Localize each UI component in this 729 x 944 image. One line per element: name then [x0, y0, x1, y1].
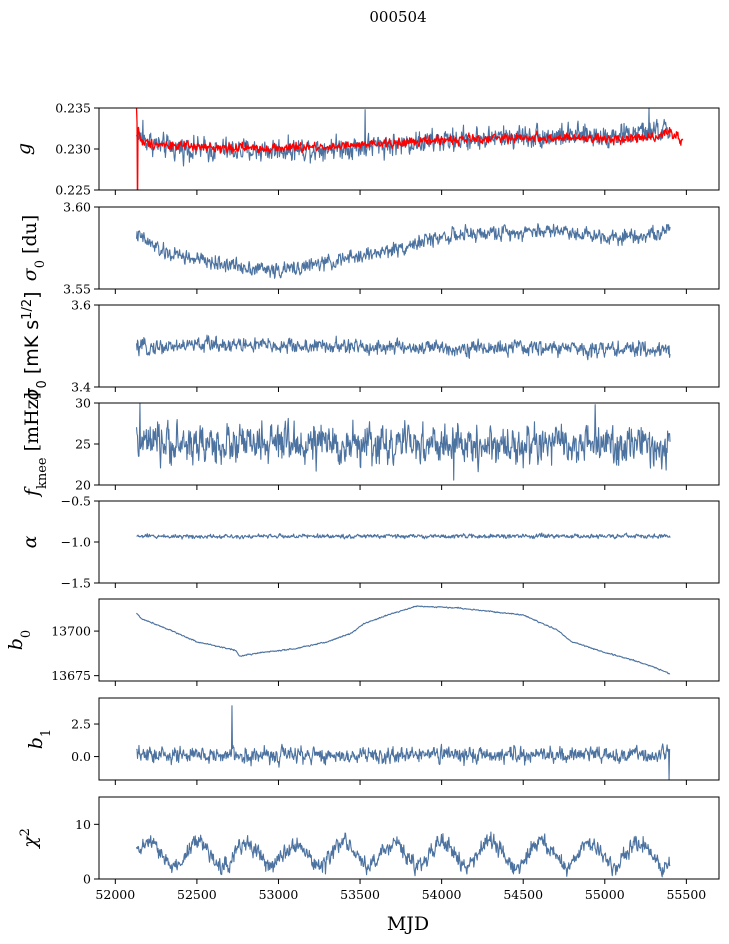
- y-tick-label-sigma0-0: 3.55: [63, 282, 91, 297]
- panel-frame-b1: [98, 697, 720, 781]
- x-tick-label-6: 55000: [585, 887, 625, 902]
- panel-fknee: 20 25 30 fknee [mHz]: [21, 392, 720, 498]
- y-tick-label-fknee-0: 20: [75, 478, 91, 493]
- series-line-chi2-0: [136, 831, 671, 878]
- x-tick-label-4: 54000: [422, 887, 462, 902]
- panels: 0.225 0.230 0.235 g 3.55 3.60 σ0 [du] 3.4 3.6 σ0 …: [5, 101, 720, 887]
- panel-g: 0.225 0.230 0.235 g: [13, 101, 720, 198]
- figure-title: 000504: [369, 8, 426, 26]
- panel-sigma_mk: 3.4 3.6 σ0 [mK s1/2]: [20, 291, 720, 401]
- x-axis: 52000 52500 53000 53500 54000 54500 55000 55500: [95, 887, 706, 902]
- y-axis-label-b1: b1: [25, 729, 54, 749]
- y-tick-label-b1-1: 2.5: [71, 717, 91, 732]
- y-tick-label-alpha-1: −1.0: [61, 535, 91, 550]
- series-line-b1-0: [136, 705, 671, 780]
- y-axis-label-sigma0: σ0 [du]: [19, 215, 48, 282]
- y-tick-label-sigma0-1: 3.60: [63, 200, 91, 215]
- panel-chi2: 0 10 χ2: [18, 796, 720, 887]
- y-tick-label-sigma_mk-1: 3.6: [71, 298, 91, 313]
- x-tick-label-1: 52500: [177, 887, 217, 902]
- series-line-b0-0: [136, 605, 671, 675]
- y-tick-label-alpha-0: −1.5: [61, 576, 91, 591]
- panel-b1: 0.0 2.5 b1: [25, 697, 720, 785]
- y-tick-label-b0-1: 13700: [51, 624, 91, 639]
- y-axis-label-alpha: α: [19, 535, 41, 548]
- series-line-g-1: [135, 108, 684, 190]
- x-tick-label-5: 54500: [503, 887, 543, 902]
- y-tick-label-chi2-1: 10: [75, 817, 91, 832]
- y-tick-label-g-2: 0.235: [55, 101, 91, 116]
- y-tick-label-g-1: 0.230: [55, 142, 91, 157]
- y-tick-label-b1-0: 0.0: [71, 749, 91, 764]
- y-tick-label-b0-0: 13675: [51, 668, 91, 683]
- panel-frame-chi2: [98, 796, 720, 880]
- series-line-alpha-0: [136, 532, 671, 540]
- y-axis-label-chi2: χ2: [18, 828, 42, 850]
- y-tick-label-fknee-1: 25: [75, 437, 91, 452]
- y-tick-label-alpha-2: −0.5: [61, 494, 91, 509]
- y-axis-label-b0: b0: [5, 630, 34, 650]
- x-tick-label-0: 52000: [95, 887, 135, 902]
- panel-alpha: −1.5 −1.0 −0.5 α: [19, 494, 720, 591]
- x-axis-label: MJD: [387, 913, 429, 935]
- x-tick-label-2: 53000: [259, 887, 299, 902]
- x-tick-label-7: 55500: [666, 887, 706, 902]
- y-tick-label-g-0: 0.225: [55, 183, 91, 198]
- y-tick-label-fknee-2: 30: [75, 396, 91, 411]
- panel-frame-b0: [98, 598, 720, 682]
- y-axis-label-sigma_mk: σ0 [mK s1/2]: [20, 291, 50, 400]
- panel-b0: 13675 13700 b0: [5, 598, 720, 686]
- y-tick-label-sigma_mk-0: 3.4: [71, 380, 91, 395]
- series-line-sigma_mk-0: [135, 334, 671, 361]
- y-axis-label-g: g: [13, 143, 35, 155]
- y-axis-label-fknee: fknee [mHz]: [21, 392, 50, 498]
- series-line-sigma0-0: [135, 223, 671, 279]
- panel-sigma0: 3.55 3.60 σ0 [du]: [19, 200, 720, 297]
- panel-frame-sigma0: [98, 206, 720, 290]
- panel-frame-sigma_mk: [98, 304, 720, 388]
- y-tick-label-chi2-0: 0: [83, 872, 91, 887]
- x-tick-label-3: 53500: [340, 887, 380, 902]
- series-line-fknee-0: [135, 403, 671, 481]
